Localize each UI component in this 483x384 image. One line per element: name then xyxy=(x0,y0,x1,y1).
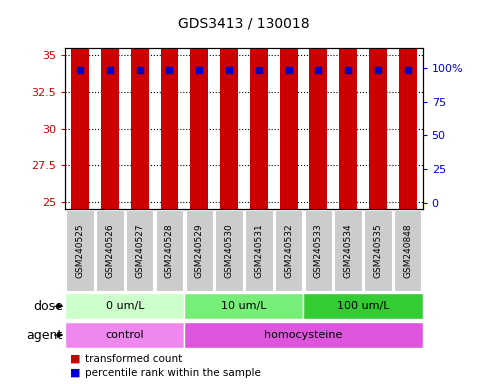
Point xyxy=(166,66,173,73)
Text: agent: agent xyxy=(27,329,63,341)
FancyBboxPatch shape xyxy=(65,293,185,319)
Text: 100 um/L: 100 um/L xyxy=(337,301,389,311)
FancyBboxPatch shape xyxy=(126,210,154,291)
Point xyxy=(314,66,322,73)
Bar xyxy=(339,0,357,209)
Point xyxy=(344,66,352,73)
Bar xyxy=(160,0,178,209)
Text: transformed count: transformed count xyxy=(85,354,183,364)
Point xyxy=(255,66,263,73)
Bar xyxy=(71,0,89,209)
FancyBboxPatch shape xyxy=(65,322,185,348)
Text: GSM240527: GSM240527 xyxy=(135,223,144,278)
FancyBboxPatch shape xyxy=(303,293,423,319)
Bar xyxy=(369,0,387,209)
Text: GSM240534: GSM240534 xyxy=(344,223,353,278)
Bar xyxy=(131,0,149,209)
FancyBboxPatch shape xyxy=(305,210,332,291)
Point xyxy=(404,66,412,73)
Text: ■: ■ xyxy=(70,354,81,364)
FancyBboxPatch shape xyxy=(156,210,183,291)
Bar xyxy=(310,0,327,209)
Text: GSM240535: GSM240535 xyxy=(373,223,383,278)
Text: dose: dose xyxy=(33,300,63,313)
Bar xyxy=(190,0,208,209)
FancyBboxPatch shape xyxy=(364,210,392,291)
FancyBboxPatch shape xyxy=(185,210,213,291)
Text: GSM240529: GSM240529 xyxy=(195,223,204,278)
Point xyxy=(136,66,143,73)
FancyBboxPatch shape xyxy=(185,293,303,319)
Bar xyxy=(220,0,238,209)
Bar xyxy=(399,0,417,209)
FancyBboxPatch shape xyxy=(394,210,422,291)
Point xyxy=(225,66,233,73)
Text: percentile rank within the sample: percentile rank within the sample xyxy=(85,368,261,378)
FancyBboxPatch shape xyxy=(275,210,302,291)
Text: control: control xyxy=(105,330,144,340)
FancyBboxPatch shape xyxy=(66,210,94,291)
Text: 0 um/L: 0 um/L xyxy=(105,301,144,311)
Text: 10 um/L: 10 um/L xyxy=(221,301,267,311)
Point xyxy=(76,66,84,73)
Text: ■: ■ xyxy=(70,368,81,378)
Point xyxy=(106,66,114,73)
FancyBboxPatch shape xyxy=(96,210,124,291)
Point xyxy=(374,66,382,73)
FancyBboxPatch shape xyxy=(334,210,362,291)
Point xyxy=(285,66,293,73)
FancyBboxPatch shape xyxy=(185,322,423,348)
FancyBboxPatch shape xyxy=(245,210,272,291)
FancyBboxPatch shape xyxy=(215,210,243,291)
Text: GSM240525: GSM240525 xyxy=(76,223,85,278)
Text: GDS3413 / 130018: GDS3413 / 130018 xyxy=(178,17,310,31)
Text: GSM240531: GSM240531 xyxy=(255,223,263,278)
Bar xyxy=(250,0,268,209)
Bar xyxy=(101,0,119,209)
Text: GSM240533: GSM240533 xyxy=(314,223,323,278)
Bar xyxy=(280,0,298,209)
Text: GSM240528: GSM240528 xyxy=(165,223,174,278)
Text: GSM240526: GSM240526 xyxy=(105,223,114,278)
Point xyxy=(196,66,203,73)
Text: GSM240848: GSM240848 xyxy=(403,223,412,278)
Text: homocysteine: homocysteine xyxy=(264,330,342,340)
Text: GSM240532: GSM240532 xyxy=(284,223,293,278)
Text: GSM240530: GSM240530 xyxy=(225,223,233,278)
